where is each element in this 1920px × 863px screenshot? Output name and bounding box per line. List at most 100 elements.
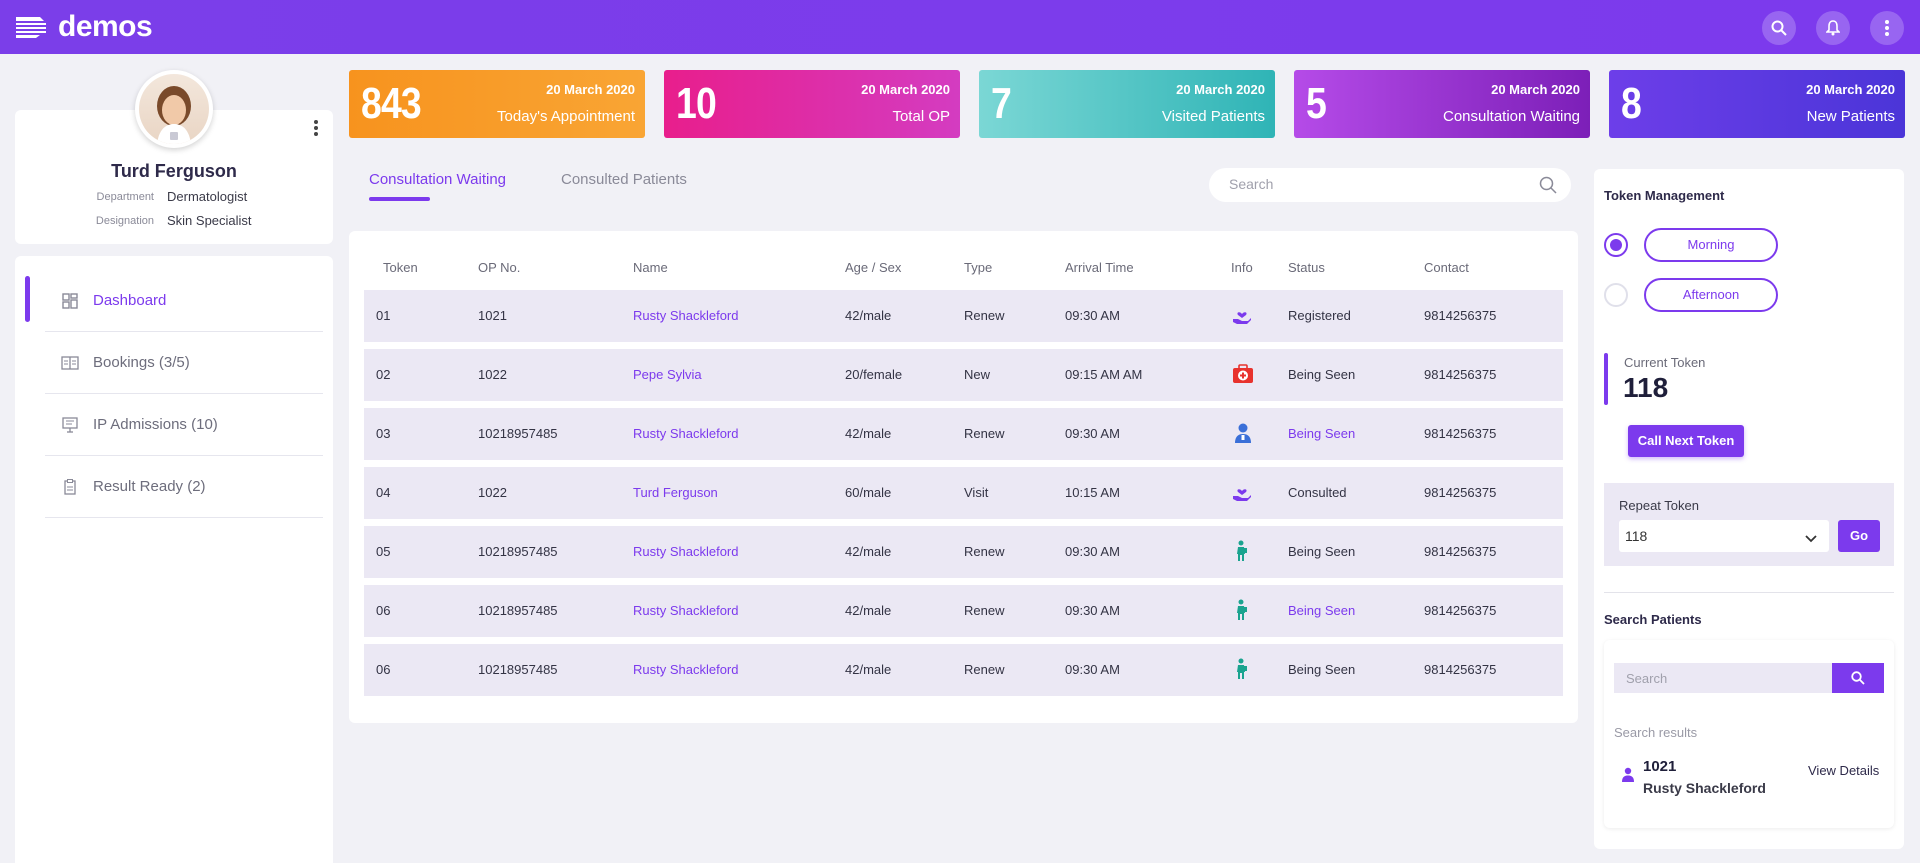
notification-button[interactable]	[1816, 11, 1850, 45]
cell-type: Renew	[964, 662, 1005, 677]
patient-icon	[1236, 540, 1248, 565]
patient-name-link[interactable]: Rusty Shackleford	[633, 544, 739, 559]
search-icon	[1771, 20, 1787, 36]
cell-arrival-time: 09:30 AM	[1065, 308, 1120, 323]
tab-consulted-patients[interactable]: Consulted Patients	[561, 171, 687, 188]
column-header-arrival-time[interactable]: Arrival Time	[1065, 260, 1134, 275]
stat-label: New Patients	[1806, 108, 1895, 125]
search-icon[interactable]	[1539, 176, 1557, 199]
view-details-link[interactable]: View Details	[1808, 763, 1880, 778]
column-header-contact[interactable]: Contact	[1424, 260, 1469, 275]
logo-text: demos	[58, 10, 153, 43]
tab-consultation-waiting[interactable]: Consultation Waiting	[369, 171, 507, 188]
patient-name-link[interactable]: Rusty Shackleford	[633, 426, 739, 441]
tab-active-underline	[369, 197, 430, 201]
token-management-title: Token Management	[1604, 188, 1725, 203]
cell-op-no: 10218957485	[478, 603, 558, 618]
stat-card-total-op[interactable]: 10 20 March 2020 Total OP	[664, 70, 960, 138]
cell-arrival-time: 09:30 AM	[1065, 662, 1120, 677]
stat-value: 5	[1306, 79, 1327, 128]
clipboard-icon	[59, 476, 81, 498]
morning-shift-button[interactable]: Morning	[1644, 228, 1778, 262]
sidebar-item-dashboard[interactable]: Dashboard	[45, 270, 323, 332]
go-button[interactable]: Go	[1838, 520, 1880, 552]
cell-token: 05	[376, 544, 391, 559]
column-header-name[interactable]: Name	[633, 260, 668, 275]
stat-date: 20 March 2020	[1806, 82, 1895, 97]
cell-contact: 9814256375	[1424, 308, 1497, 323]
stat-value: 8	[1621, 79, 1642, 128]
chevron-down-icon	[1805, 530, 1817, 546]
bookings-icon	[59, 352, 81, 374]
cell-op-no: 10218957485	[478, 544, 558, 559]
column-header-age-sex[interactable]: Age / Sex	[845, 260, 902, 275]
sidebar-item-result-ready[interactable]: Result Ready (2)	[45, 456, 323, 518]
logo[interactable]: demos	[14, 10, 153, 44]
cell-arrival-time: 09:30 AM	[1065, 603, 1120, 618]
cell-status: Being Seen	[1288, 544, 1356, 559]
stat-value: 10	[676, 79, 717, 128]
table-row[interactable]	[364, 349, 1563, 401]
cell-type: Visit	[964, 485, 989, 500]
column-header-op-no[interactable]: OP No.	[478, 260, 521, 275]
cell-contact: 9814256375	[1424, 544, 1497, 559]
cell-status: Registered	[1288, 308, 1351, 323]
stat-card-consultation-waiting[interactable]: 5 20 March 2020 Consultation Waiting	[1294, 70, 1590, 138]
designation-label: Designation	[95, 215, 154, 227]
repeat-token-label: Repeat Token	[1619, 498, 1699, 513]
afternoon-radio[interactable]	[1604, 283, 1628, 307]
stat-card-new-patients[interactable]: 8 20 March 2020 New Patients	[1609, 70, 1905, 138]
column-header-type[interactable]: Type	[964, 260, 993, 275]
stat-card-todays-appointment[interactable]: 843 20 March 2020 Today's Appointment	[349, 70, 645, 138]
call-next-token-button[interactable]: Call Next Token	[1628, 425, 1744, 457]
search-input[interactable]	[1229, 176, 1529, 192]
profile-menu-button[interactable]	[313, 119, 319, 142]
cell-status: Being Seen	[1288, 426, 1356, 441]
cell-token: 01	[376, 308, 391, 323]
cell-contact: 9814256375	[1424, 662, 1497, 677]
cell-token: 02	[376, 367, 391, 382]
repeat-token-select[interactable]: 118	[1619, 520, 1829, 552]
avatar[interactable]	[135, 70, 213, 148]
cell-type: Renew	[964, 426, 1005, 441]
cell-type: Renew	[964, 308, 1005, 323]
cell-contact: 9814256375	[1424, 603, 1497, 618]
stat-card-visited-patients[interactable]: 7 20 March 2020 Visited Patients	[979, 70, 1275, 138]
patient-name-link[interactable]: Turd Ferguson	[633, 485, 718, 500]
patient-search-button[interactable]	[1832, 663, 1884, 693]
patient-icon	[1236, 599, 1248, 624]
column-header-status[interactable]: Status	[1288, 260, 1325, 275]
patient-name-link[interactable]: Rusty Shackleford	[633, 308, 739, 323]
stat-label: Consultation Waiting	[1442, 108, 1580, 125]
patient-name-link[interactable]: Pepe Sylvia	[633, 367, 702, 382]
search-icon-button[interactable]	[1762, 11, 1796, 45]
morning-radio[interactable]	[1604, 233, 1628, 257]
column-header-info[interactable]: Info	[1231, 260, 1253, 275]
sidebar-item-label: Result Ready (2)	[93, 478, 206, 495]
table-row[interactable]	[364, 644, 1563, 696]
cell-age-sex: 20/female	[845, 367, 903, 382]
cell-arrival-time: 09:15 AM AM	[1065, 367, 1143, 382]
search-icon	[1851, 671, 1865, 685]
cell-token: 06	[376, 662, 391, 677]
bell-icon	[1826, 20, 1840, 36]
more-menu-button[interactable]	[1870, 11, 1904, 45]
cell-arrival-time: 09:30 AM	[1065, 426, 1120, 441]
cell-contact: 9814256375	[1424, 485, 1497, 500]
table-row[interactable]	[364, 290, 1563, 342]
column-header-token[interactable]: Token	[383, 260, 418, 275]
cell-contact: 9814256375	[1424, 426, 1497, 441]
afternoon-shift-button[interactable]: Afternoon	[1644, 278, 1778, 312]
cell-arrival-time: 10:15 AM	[1065, 485, 1120, 500]
sidebar-item-ip-admissions[interactable]: IP Admissions (10)	[45, 394, 323, 456]
patient-search-input[interactable]	[1614, 663, 1832, 693]
table-row[interactable]	[364, 585, 1563, 637]
search-result-id: 1021	[1643, 758, 1677, 775]
table-row[interactable]	[364, 467, 1563, 519]
table-row[interactable]	[364, 526, 1563, 578]
patient-name-link[interactable]: Rusty Shackleford	[633, 662, 739, 677]
stat-label: Today's Appointment	[497, 108, 635, 125]
sidebar-item-bookings[interactable]: Bookings (3/5)	[45, 332, 323, 394]
patient-name-link[interactable]: Rusty Shackleford	[633, 603, 739, 618]
table-row[interactable]	[364, 408, 1563, 460]
